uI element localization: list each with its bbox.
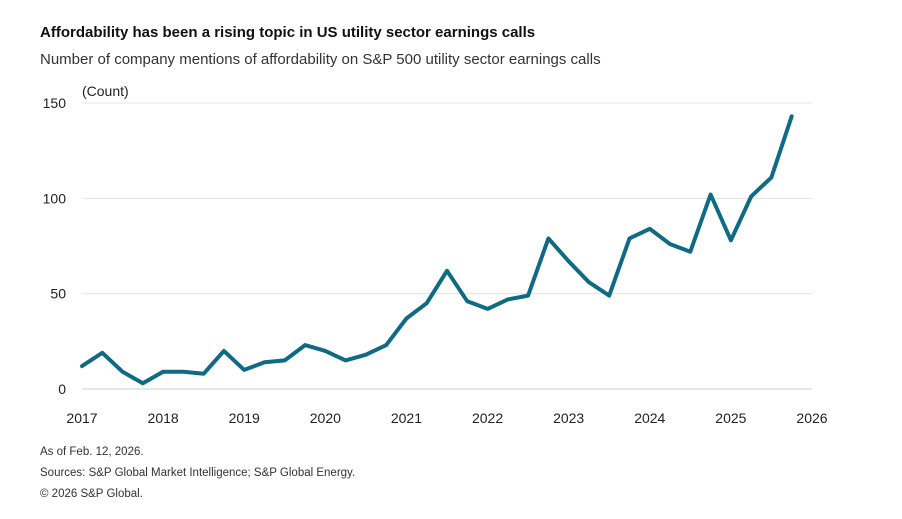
y-tick-label: 0 — [58, 381, 66, 397]
x-tick-label: 2017 — [66, 410, 97, 426]
chart-title: Affordability has been a rising topic in… — [40, 24, 536, 41]
x-tick-label: 2023 — [553, 410, 584, 426]
footnote-copyright: © 2026 S&P Global. — [40, 488, 143, 500]
x-tick-label: 2022 — [472, 410, 503, 426]
y-tick-label: 150 — [43, 95, 67, 111]
y-axis-label: (Count) — [82, 83, 129, 99]
x-tick-label: 2020 — [310, 410, 341, 426]
chart-subtitle: Number of company mentions of affordabil… — [40, 51, 601, 68]
x-tick-label: 2026 — [796, 410, 827, 426]
x-tick-label: 2018 — [148, 410, 179, 426]
y-tick-label: 50 — [50, 286, 66, 302]
x-tick-label: 2019 — [229, 410, 260, 426]
footnote-date: As of Feb. 12, 2026. — [40, 446, 144, 458]
x-tick-label: 2024 — [634, 410, 665, 426]
x-tick-label: 2025 — [715, 410, 746, 426]
y-tick-label: 100 — [43, 190, 67, 206]
footnote-sources: Sources: S&P Global Market Intelligence;… — [40, 467, 356, 479]
x-tick-label: 2021 — [391, 410, 422, 426]
series-line — [80, 114, 794, 386]
